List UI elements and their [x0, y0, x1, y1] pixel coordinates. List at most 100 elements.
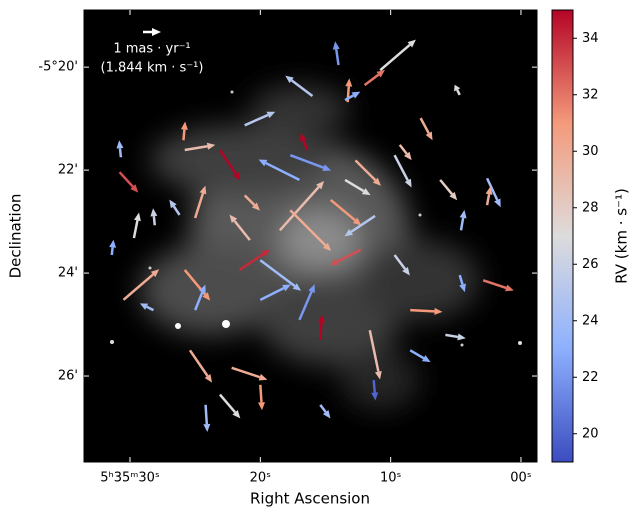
colorbar-label: RV (km · s⁻¹) — [613, 188, 631, 284]
arrow — [459, 209, 467, 231]
arrow-shaft — [485, 194, 491, 206]
arrow — [169, 199, 181, 216]
arrow — [285, 75, 314, 97]
arrow-shaft — [410, 308, 435, 313]
colorbar-tick-label: 20 — [582, 426, 599, 441]
arrow-head — [372, 177, 381, 186]
arrow-head — [322, 409, 331, 419]
arrow-head — [300, 133, 307, 142]
arrow-shaft — [244, 113, 269, 127]
arrow — [317, 314, 325, 341]
arrow-head — [169, 199, 177, 209]
arrow — [180, 121, 188, 141]
arrow-head — [130, 184, 139, 193]
arrow — [354, 159, 381, 186]
arrow-head — [454, 84, 461, 92]
arrow-head — [139, 303, 149, 310]
arrow-head — [229, 214, 238, 224]
x-tick-label: 10ˢ — [380, 471, 402, 486]
arrow — [289, 154, 332, 171]
arrow — [300, 133, 309, 151]
arrow-head — [330, 258, 339, 266]
arrow — [244, 111, 276, 127]
arrow-head — [459, 209, 467, 219]
arrow — [419, 117, 433, 141]
arrow-head — [199, 284, 206, 294]
arrow-shaft — [290, 79, 314, 97]
arrow-head — [266, 111, 276, 119]
arrow-head — [402, 266, 410, 276]
arrow-shaft — [259, 286, 285, 301]
arrow-head — [449, 191, 458, 201]
arrow — [122, 269, 160, 301]
arrow-shaft — [218, 393, 237, 414]
arrow — [409, 349, 431, 363]
arrow-shaft — [172, 205, 181, 216]
arrow-head — [282, 284, 291, 292]
arrow-head — [459, 283, 466, 293]
arrow-head — [374, 370, 382, 380]
arrow — [398, 144, 412, 161]
arrow-head — [308, 284, 315, 293]
arrow-head — [494, 198, 501, 208]
arrow-head — [134, 212, 141, 222]
arrow-head — [180, 121, 188, 130]
arrow-shaft — [238, 252, 265, 272]
key-label: 1 mas · yr⁻¹ — [113, 42, 190, 57]
arrow — [139, 303, 155, 312]
arrow — [330, 248, 362, 266]
arrow-head — [352, 217, 362, 226]
arrow-head — [150, 269, 160, 278]
arrow — [258, 159, 300, 182]
arrow-head — [232, 172, 241, 181]
arrow — [485, 177, 501, 208]
arrow-shaft — [302, 139, 309, 151]
colorbar-tick-label: 30 — [582, 144, 599, 159]
arrow-head — [204, 374, 213, 383]
arrow — [319, 404, 331, 419]
arrow — [243, 194, 260, 211]
arrow — [332, 41, 340, 66]
arrow — [298, 284, 315, 321]
arrow-head — [316, 181, 325, 190]
arrow — [482, 279, 514, 292]
arrow-shaft — [393, 154, 409, 181]
x-axis-label: Right Ascension — [250, 490, 370, 508]
arrow-head — [351, 91, 361, 99]
arrow-head — [251, 202, 260, 211]
arrow-shaft — [278, 186, 320, 232]
arrow-shaft — [482, 279, 507, 290]
arrow-head — [332, 41, 340, 50]
arrow-head — [203, 423, 211, 433]
arrow — [393, 254, 410, 276]
arrow-shaft — [194, 291, 204, 311]
plot-frame — [83, 9, 538, 463]
arrow-shaft — [329, 199, 356, 222]
arrow-shaft — [152, 216, 157, 226]
arrow-shaft — [289, 209, 327, 247]
arrow-shaft — [354, 159, 377, 182]
arrow-shaft — [132, 220, 139, 239]
arrow-shaft — [445, 333, 459, 339]
arrow-shaft — [363, 73, 380, 87]
arrow-shaft — [289, 154, 325, 169]
arrow — [194, 284, 206, 311]
arrow — [439, 179, 458, 201]
colorbar-tick-label: 22 — [582, 370, 599, 385]
arrow-head — [322, 242, 332, 252]
arrow — [238, 249, 271, 272]
y-tick-label: 24' — [58, 266, 78, 281]
arrow-head — [322, 164, 332, 171]
arrow — [203, 404, 211, 433]
arrow-shaft — [393, 254, 407, 270]
arrow — [118, 171, 139, 193]
arrow — [344, 178, 371, 196]
colorbar-tick-label: 24 — [582, 313, 599, 328]
arrow — [188, 349, 213, 383]
arrow — [329, 199, 362, 226]
arrow-shaft — [259, 259, 296, 287]
arrow — [344, 91, 361, 102]
colorbar-tick-label: 34 — [582, 31, 599, 46]
arrow-shaft — [122, 273, 154, 301]
arrow — [278, 181, 325, 232]
